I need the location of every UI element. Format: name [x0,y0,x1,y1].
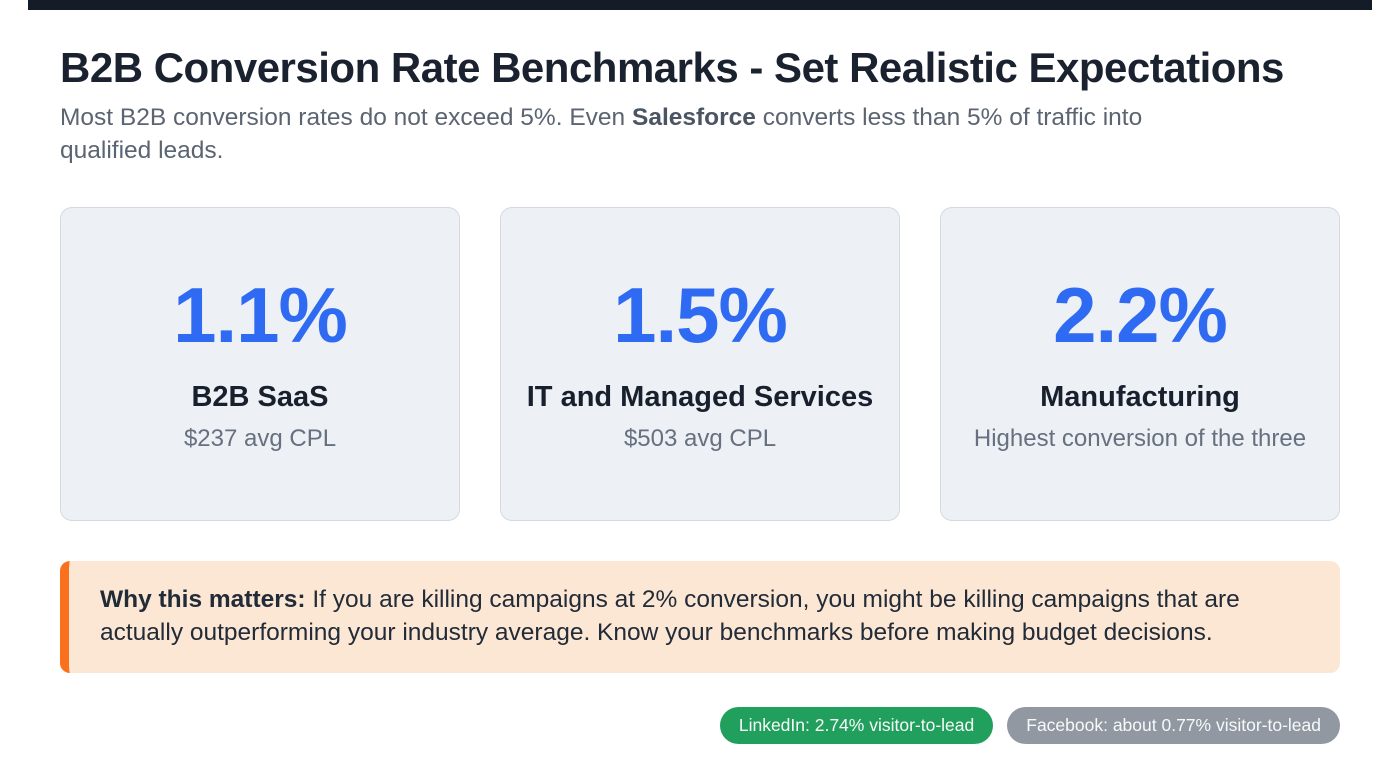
stat-value: 1.1% [173,271,348,360]
linkedin-conversion-badge: LinkedIn: 2.74% visitor-to-lead [719,706,994,744]
callout-text: Why this matters: If you are killing cam… [100,584,1310,649]
facebook-conversion-badge: Facebook: about 0.77% visitor-to-lead [1007,706,1340,744]
top-accent-bar [28,0,1372,10]
platform-badges-row: LinkedIn: 2.74% visitor-to-lead Facebook… [60,706,1340,744]
subtitle-text-post: converts less than 5% of traffic into qu… [60,104,1143,164]
stat-label: IT and Managed Services [526,381,874,414]
stat-card-b2b-saas: 1.1% B2B SaaS $237 avg CPL [60,207,460,522]
benchmark-cards-row: 1.1% B2B SaaS $237 avg CPL 1.5% IT and M… [60,207,1340,522]
stat-value: 2.2% [1053,271,1228,360]
why-this-matters-callout: Why this matters: If you are killing cam… [60,561,1340,673]
stat-card-manufacturing: 2.2% Manufacturing Highest conversion of… [940,207,1340,522]
page-subtitle: Most B2B conversion rates do not exceed … [60,102,1185,167]
subtitle-text-pre: Most B2B conversion rates do not exceed … [60,104,632,132]
callout-body: If you are killing campaigns at 2% conve… [100,586,1240,647]
stat-subtext: $503 avg CPL [623,425,777,453]
callout-lead: Why this matters: [100,586,306,614]
stat-subtext: Highest conversion of the three [973,425,1307,453]
stat-subtext: $237 avg CPL [183,425,337,453]
page-title: B2B Conversion Rate Benchmarks - Set Rea… [60,44,1284,91]
stat-label: Manufacturing [1040,381,1240,414]
subtitle-brand-salesforce: Salesforce [631,104,756,132]
stat-value: 1.5% [613,271,788,360]
stat-card-it-managed-services: 1.5% IT and Managed Services $503 avg CP… [500,207,900,522]
page: B2B Conversion Rate Benchmarks - Set Rea… [0,44,1400,744]
stat-label: B2B SaaS [191,381,329,414]
